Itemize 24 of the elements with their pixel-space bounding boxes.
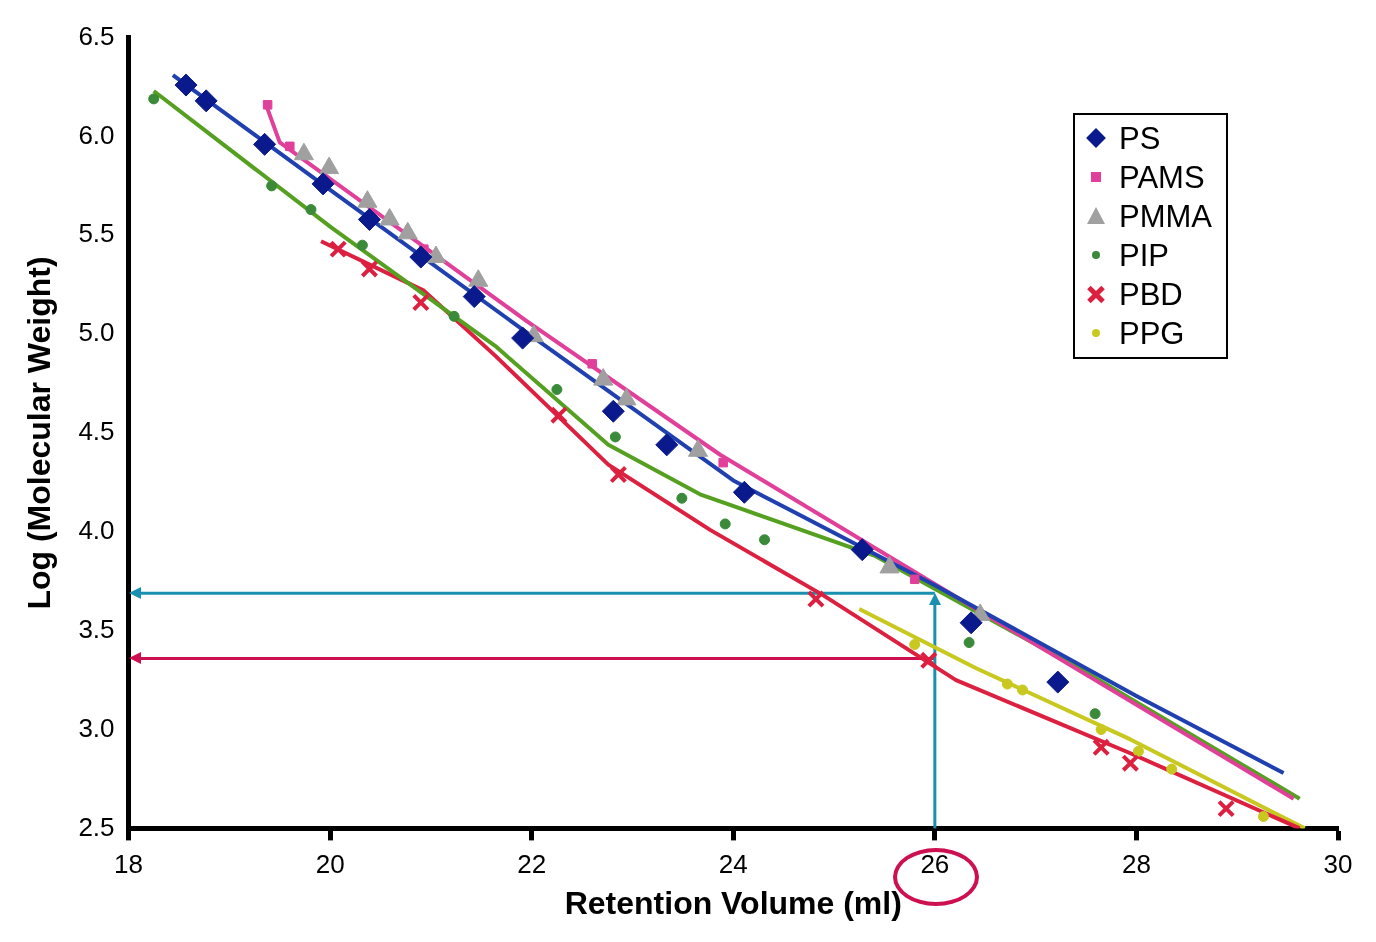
- y-tick-label: 3.0: [78, 712, 115, 743]
- y-tick-label: 4.0: [78, 515, 115, 546]
- legend-label: PMMA: [1119, 197, 1212, 236]
- y-tick-label: 5.5: [78, 218, 115, 249]
- legend-label: PAMS: [1119, 158, 1205, 197]
- x-tick-label: 28: [1121, 849, 1151, 880]
- y-tick-label: 3.5: [78, 613, 115, 644]
- legend-label: PIP: [1119, 236, 1169, 275]
- legend-label: PBD: [1119, 275, 1183, 314]
- x-tick-label: 24: [718, 849, 748, 880]
- y-tick-label: 2.5: [78, 811, 115, 842]
- x-tick-label: 22: [517, 849, 547, 880]
- y-axis-title: Log (Molecular Weight): [21, 256, 58, 610]
- y-tick-label: 4.5: [78, 416, 115, 447]
- x-axis-title: Retention Volume (ml): [564, 884, 902, 921]
- y-tick-label: 5.0: [78, 317, 115, 348]
- y-tick-label: 6.5: [78, 20, 115, 51]
- x-tick-label: 26: [920, 849, 950, 880]
- x-tick-label: 18: [114, 849, 143, 880]
- x-tick-label: 20: [315, 849, 345, 880]
- legend-label: PS: [1119, 119, 1161, 158]
- legend-label: PPG: [1119, 314, 1185, 353]
- y-tick-label: 6.0: [78, 119, 115, 150]
- x-tick-label: 30: [1323, 849, 1353, 880]
